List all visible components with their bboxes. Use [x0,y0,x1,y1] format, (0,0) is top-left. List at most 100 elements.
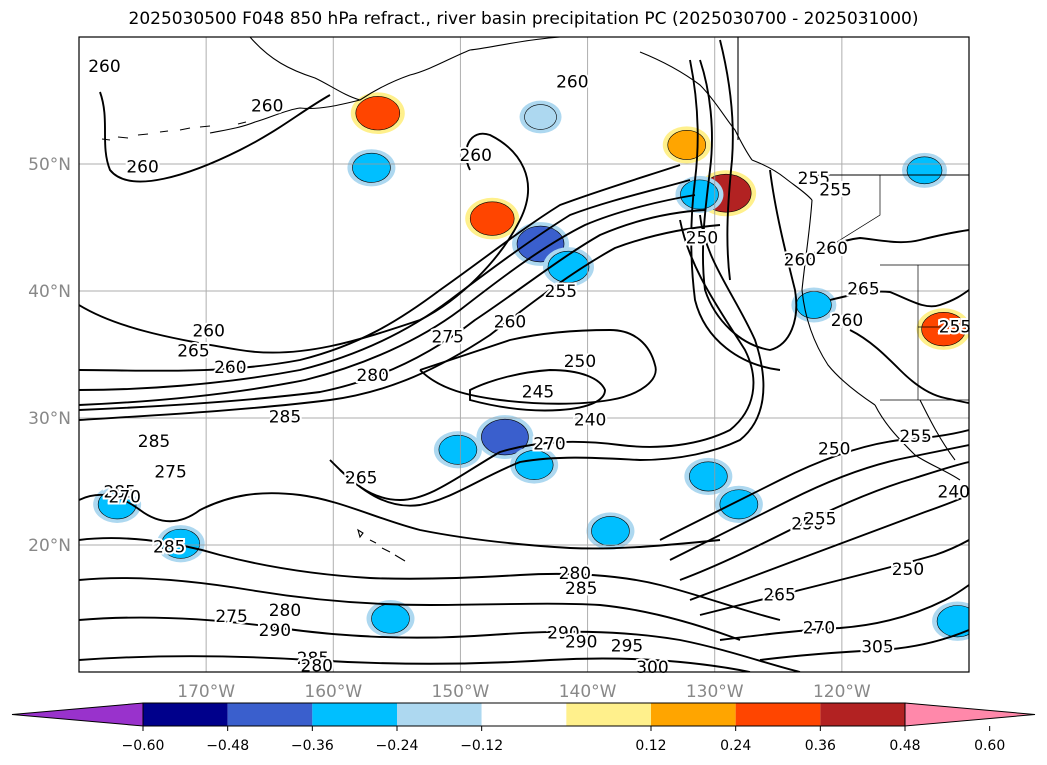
contour-label: 255 [545,282,577,302]
state-borders [799,175,969,401]
contour-label: 290 [565,633,597,653]
precip-anomaly-blob [791,287,837,323]
contour-label: 265 [763,586,795,606]
contour-label: 285 [297,649,329,669]
contour-label: 260 [831,311,863,331]
us-west-coast [801,199,876,406]
contour-label: 280 [301,657,333,677]
contour-label: 255 [899,427,931,447]
precip-anomaly-blob [586,512,635,550]
contour-label: 275 [431,328,463,348]
precip-anomaly-blob [932,601,969,641]
precip-anomaly-blob [675,175,724,214]
contour-label: 270 [803,619,835,639]
longitude-label: 170°W [177,682,235,702]
contour-label: 260 [494,312,526,332]
colorbar-extend-low [11,702,144,727]
coastlines [101,37,969,562]
figure-title: 2025030500 F048 850 hPa refract., river … [128,9,919,29]
aleutian-islands [101,121,247,141]
precip-anomaly-blob [350,92,405,134]
contour-label: 300 [636,658,668,678]
contour-label: 275 [215,607,247,627]
contour-label: 260 [459,146,491,166]
precip-anomaly-blob [684,457,733,496]
contour-label: 255 [939,318,971,338]
map-frame [78,36,970,673]
colorbar-bin [143,703,228,726]
refractivity-contours [79,39,969,672]
contour-label: 280 [356,366,388,386]
colorbar-tick-label: −0.48 [206,738,249,754]
baja-peninsula [919,399,956,461]
longitude-label: 150°W [432,682,490,702]
hawaii-islands [357,528,406,562]
contour-label: 250 [686,229,718,249]
precip-anomaly-blob [366,600,415,638]
latitude-label: 40°N [28,282,71,302]
contour-label: 260 [192,321,224,341]
precip-anomaly-blob [662,126,711,164]
contour-label: 250 [892,560,924,580]
colorbar-tick-label: −0.24 [376,738,419,754]
contour-label: 250 [564,352,596,372]
se-alaska-coast [639,51,753,161]
baja-coast [874,404,961,481]
contour-label: 260 [251,97,283,117]
contour-label: 260 [88,57,120,77]
longitude-labels: 170°W 160°W 150°W 140°W 130°W 120°W [177,682,871,702]
contour-label: 265 [345,469,377,489]
longitude-label: 140°W [559,682,617,702]
colorbar-bin [735,703,821,726]
precip-anomaly-blob [543,247,594,287]
contour-label: 290 [259,621,291,641]
alaska-coast [249,37,561,101]
precip-anomaly-blob [347,149,396,187]
colorbar: −0.60 −0.48 −0.36 −0.24 −0.12 0.12 0.24 0.36 0.4… [11,702,1036,754]
contour-label: 255 [819,180,851,200]
colorbar-tick-label: −0.36 [291,738,334,754]
colorbar-bin [312,703,397,726]
contour-label: 285 [138,432,170,452]
precip-anomaly-blob [916,308,969,350]
contour-label: 255 [804,509,836,529]
longitude-label: 160°W [304,682,362,702]
longitude-label: 120°W [813,682,871,702]
colorbar-outline [142,702,906,727]
precip-anomaly-blob [433,431,482,469]
colorbar-tick-label: 0.60 [974,738,1005,754]
contour-label: 260 [784,250,816,270]
alaska-peninsula-coast [209,99,361,134]
colorbar-tick-label: −0.12 [460,738,503,754]
contour-label: 290 [547,624,579,644]
colorbar-bin [227,703,313,726]
contour-label: 260 [126,158,158,178]
precip-anomaly-blob [519,100,562,134]
colorbar-bin [481,703,567,726]
colorbar-bin [651,703,736,726]
contour-label: 245 [522,382,554,402]
contour-label: 280 [559,564,591,584]
bc-coast [751,159,813,201]
colorbar-tick-label: −0.60 [122,738,165,754]
contour-label: 270 [533,434,565,454]
contour-label: 270 [109,488,141,508]
colorbar-bin [397,703,482,726]
contour-label: 250 [818,439,850,459]
colorbar-extend-high [904,702,1036,727]
contour-label: 250 [791,514,823,534]
colorbar-bin [566,703,651,726]
precip-anomaly-blob [156,525,205,563]
precip-anomaly-blob [465,197,520,240]
colorbar-tick-label: 0.12 [635,738,666,754]
colorbar-tick-label: 0.24 [720,738,751,754]
contour-label: 285 [565,579,597,599]
colorbar-bin [820,703,905,726]
contour-label: 265 [847,279,879,299]
contour-label: 280 [269,601,301,621]
contour-label: 285 [153,537,185,557]
contour-label: 240 [938,483,970,503]
contour-label: 260 [815,239,847,259]
contour-label: 305 [861,638,893,658]
